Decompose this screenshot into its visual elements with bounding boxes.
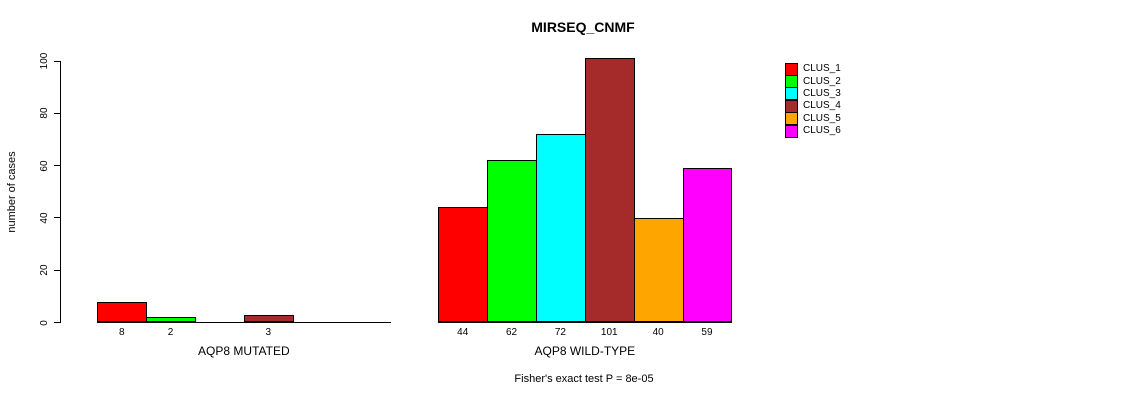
- bar-value-label: 8: [118, 327, 125, 338]
- legend-swatch-clus-4: [785, 99, 798, 113]
- bar-value-label: 62: [506, 327, 518, 338]
- bar-aqp8-mutated-clus-4: [243, 314, 294, 323]
- group-label-aqp8-mutated: AQP8 MUTATED: [198, 344, 290, 358]
- bar-aqp8-mutated-clus-1: [97, 301, 148, 323]
- legend: CLUS_1 CLUS_2 CLUS_3 CLUS_4 CLUS_5 CLUS_6: [785, 62, 841, 138]
- bar-value-label: 101: [600, 327, 618, 338]
- group-baseline-aqp8-mutated: [97, 322, 392, 323]
- group-baseline-aqp8-wild-type: [438, 322, 733, 323]
- bar-value-label: 59: [701, 327, 713, 338]
- legend-swatch-clus-5: [785, 112, 798, 126]
- y-tick-label: 0: [39, 319, 50, 326]
- y-tick: [54, 269, 61, 271]
- y-tick: [54, 217, 61, 219]
- legend-item-clus-6: CLUS_6: [785, 124, 841, 138]
- legend-label: CLUS_3: [803, 87, 841, 99]
- legend-label: CLUS_1: [803, 63, 841, 75]
- y-axis-line: [60, 61, 61, 323]
- y-tick: [54, 165, 61, 167]
- bar-aqp8-wild-type-clus-4: [584, 58, 635, 323]
- y-tick-label: 80: [39, 107, 50, 119]
- bar-value-label: 3: [265, 327, 272, 338]
- legend-swatch-clus-2: [785, 75, 798, 89]
- legend-item-clus-3: CLUS_3: [785, 87, 841, 101]
- bar-aqp8-mutated-clus-2: [146, 317, 196, 323]
- y-tick-label: 60: [39, 160, 50, 172]
- legend-label: CLUS_5: [803, 112, 841, 124]
- bar-aqp8-wild-type-clus-5: [633, 217, 684, 323]
- bar-aqp8-wild-type-clus-2: [487, 160, 537, 323]
- group-label-aqp8-wild-type: AQP8 WILD-TYPE: [534, 344, 636, 358]
- y-tick: [54, 60, 61, 62]
- y-axis-label: number of cases: [6, 151, 18, 233]
- y-tick: [54, 112, 61, 114]
- bar-value-label: 2: [167, 327, 174, 338]
- bar-aqp8-wild-type-clus-3: [536, 134, 586, 323]
- chart-title: MIRSEQ_CNMF: [531, 19, 635, 35]
- legend-label: CLUS_2: [803, 75, 841, 87]
- legend-swatch-clus-1: [785, 62, 798, 76]
- bar-value-label: 72: [554, 327, 566, 338]
- legend-item-clus-5: CLUS_5: [785, 112, 841, 126]
- legend-label: CLUS_4: [803, 100, 841, 112]
- bar-value-label: 40: [652, 327, 664, 338]
- legend-swatch-clus-6: [785, 124, 798, 138]
- bar-aqp8-wild-type-clus-6: [682, 168, 733, 323]
- fisher-test-annotation: Fisher's exact test P = 8e-05: [514, 373, 654, 385]
- y-tick-label: 20: [39, 264, 50, 276]
- legend-label: CLUS_6: [803, 125, 841, 137]
- bar-value-label: 44: [457, 327, 469, 338]
- y-tick: [54, 322, 61, 323]
- legend-item-clus-1: CLUS_1: [785, 62, 841, 76]
- y-tick-label: 40: [39, 212, 50, 224]
- bar-aqp8-wild-type-clus-1: [438, 207, 489, 323]
- legend-swatch-clus-3: [785, 87, 798, 101]
- legend-item-clus-4: CLUS_4: [785, 99, 841, 113]
- legend-item-clus-2: CLUS_2: [785, 75, 841, 89]
- y-tick-label: 100: [39, 52, 50, 70]
